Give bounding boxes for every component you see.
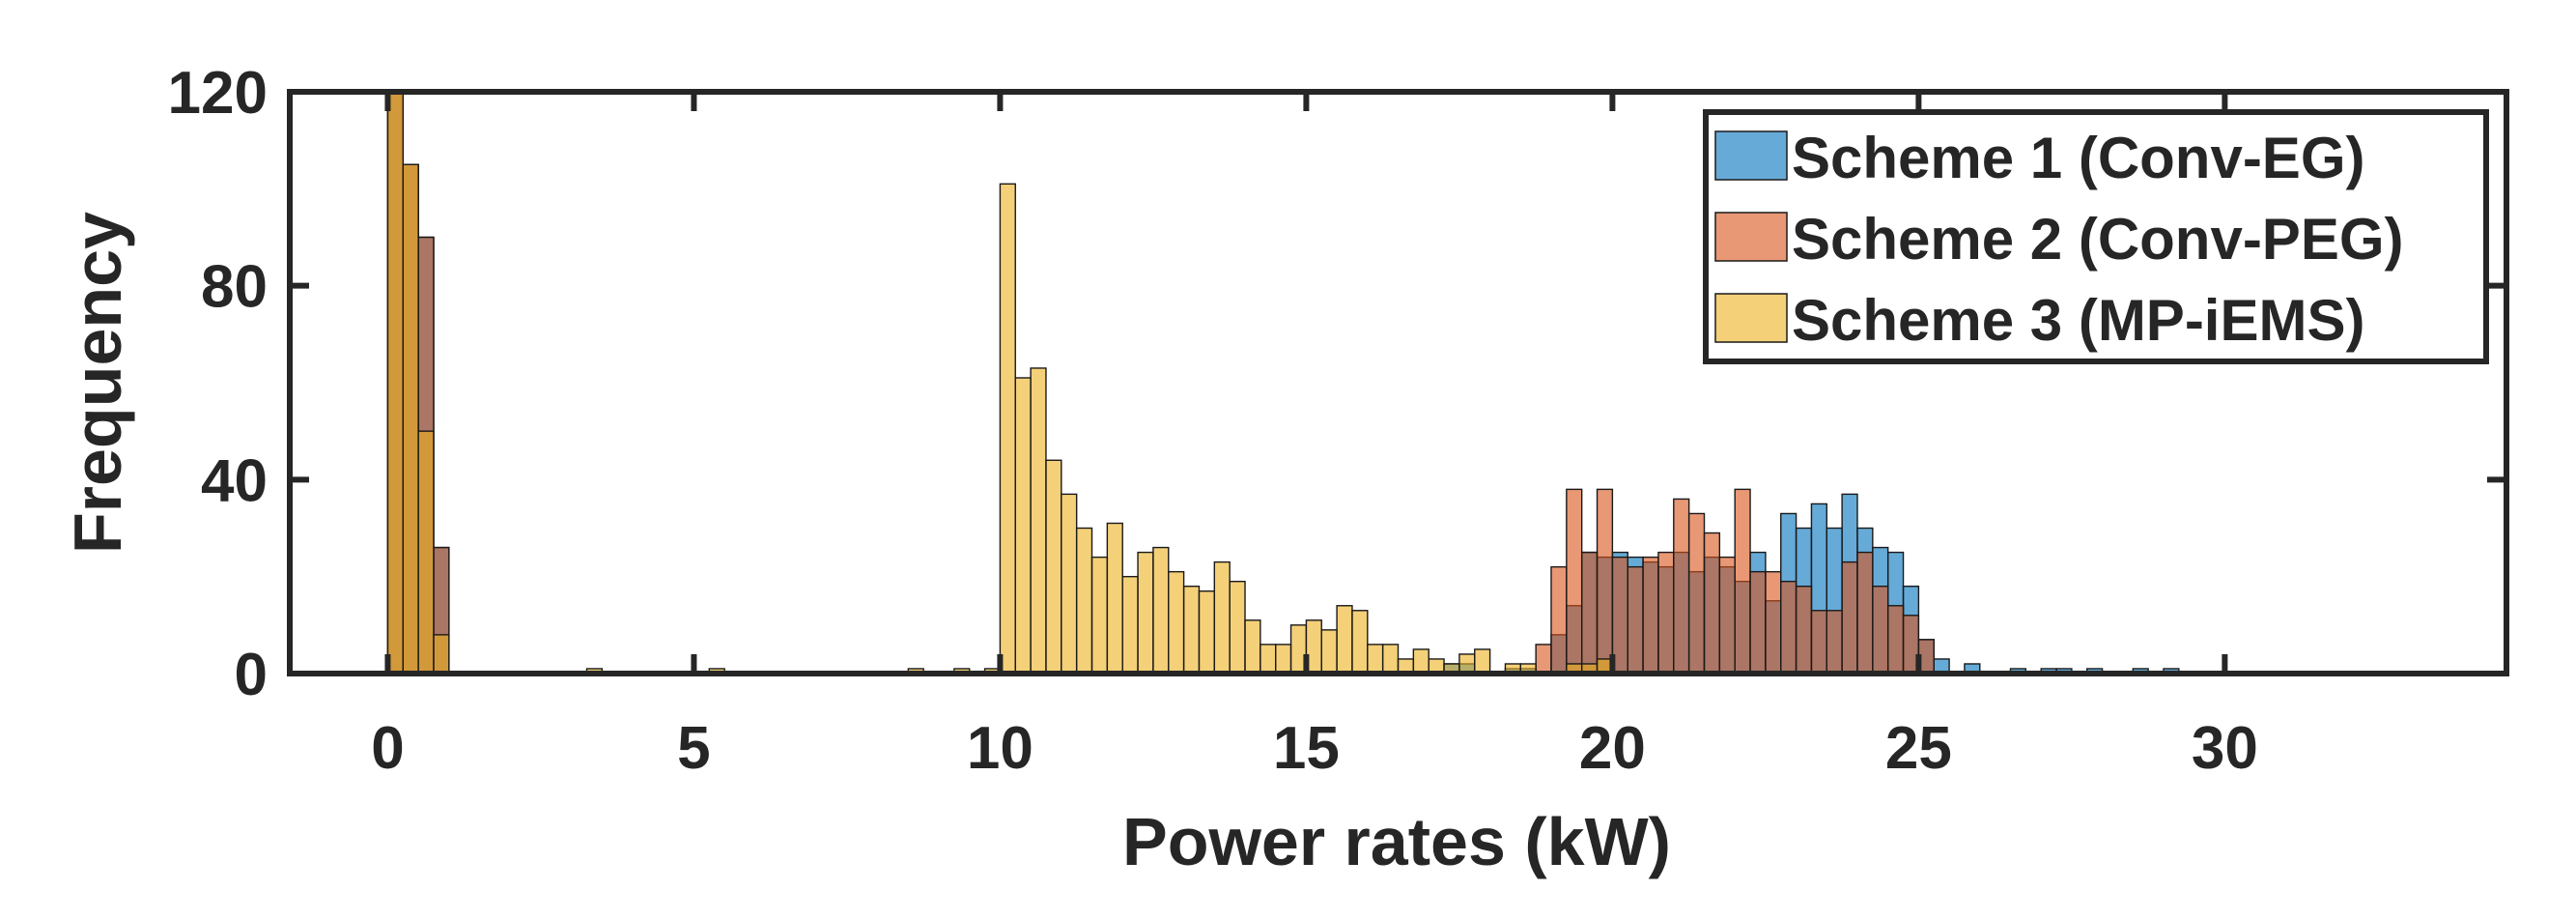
legend-swatch-scheme-1 xyxy=(1714,130,1788,181)
series-3-bar xyxy=(1106,522,1123,675)
series-3-bar xyxy=(1381,644,1400,675)
series-2-bar xyxy=(1749,570,1767,675)
x-tick-label: 5 xyxy=(677,715,710,782)
series-3-bar xyxy=(402,163,419,675)
series-3-bar xyxy=(1137,551,1154,675)
x-axis-label: Power rates (kW) xyxy=(1122,804,1671,879)
x-tick-label: 25 xyxy=(1885,715,1952,782)
series-2-bar xyxy=(1596,488,1614,675)
series-3-bar xyxy=(1198,590,1216,675)
series-3-bar xyxy=(1045,459,1062,675)
series-3-bars xyxy=(386,91,1614,675)
series-3-bar xyxy=(417,430,435,675)
series-3-bar xyxy=(1336,605,1353,675)
series-3-bar xyxy=(999,183,1016,675)
series-2-bar xyxy=(1826,610,1843,675)
series-2-bar xyxy=(1718,556,1736,675)
series-3-bar xyxy=(1229,580,1246,675)
x-tick-label: 30 xyxy=(2192,715,2258,782)
series-2-bar xyxy=(1841,560,1858,675)
series-3-bar xyxy=(1320,629,1338,675)
series-2-bar xyxy=(1566,488,1583,675)
series-3-bar xyxy=(1474,648,1491,675)
series-2-bar xyxy=(1687,512,1706,675)
series-3-bar xyxy=(386,91,404,675)
series-2-bar xyxy=(1795,586,1813,675)
series-2-bar xyxy=(1734,488,1751,675)
series-3-bar xyxy=(1014,377,1032,675)
series-3-bar xyxy=(1458,653,1476,675)
legend-label-scheme-1: Scheme 1 (Conv-EG) xyxy=(1792,126,2364,190)
series-3-bar xyxy=(433,634,450,675)
y-tick-label: 120 xyxy=(168,60,268,127)
y-tick-label: 0 xyxy=(235,642,268,708)
legend-swatch-scheme-2 xyxy=(1714,212,1788,262)
y-axis-label: Frequency xyxy=(60,212,135,554)
series-2-bar xyxy=(1886,605,1905,675)
x-tick-label: 10 xyxy=(967,715,1033,782)
series-2-bar xyxy=(1856,551,1874,675)
series-3-bar xyxy=(1244,619,1261,675)
series-3-bar xyxy=(1121,575,1139,675)
x-tick-label: 20 xyxy=(1579,715,1646,782)
series-3-bar xyxy=(1260,644,1277,675)
series-3-bar xyxy=(1090,556,1109,675)
series-2-bar xyxy=(1673,498,1690,675)
legend-swatch-scheme-3 xyxy=(1714,293,1788,343)
series-3-bar xyxy=(1367,644,1384,675)
series-2-bar xyxy=(1642,556,1659,675)
series-2-bar xyxy=(1810,610,1827,675)
series-2-bar xyxy=(1627,565,1644,675)
x-tick-label: 0 xyxy=(371,715,404,782)
series-3-bar xyxy=(1075,527,1093,675)
series-3-bar xyxy=(1168,570,1185,675)
series-3-bar xyxy=(1213,560,1231,675)
series-2-bar xyxy=(1580,551,1599,675)
series-2-bar xyxy=(1780,580,1798,675)
series-3-bar xyxy=(1351,610,1369,675)
series-3-bar xyxy=(1274,644,1292,675)
series-2-bar xyxy=(1535,644,1552,675)
legend-label-scheme-3: Scheme 3 (MP-iEMS) xyxy=(1792,288,2364,353)
x-tick-label: 15 xyxy=(1273,715,1340,782)
plot-area-frame xyxy=(287,89,2509,676)
legend: Scheme 1 (Conv-EG) Scheme 2 (Conv-PEG) S… xyxy=(1703,109,2489,364)
series-3-bar xyxy=(1061,493,1078,675)
y-tick-label: 40 xyxy=(201,447,268,514)
legend-label-scheme-2: Scheme 2 (Conv-PEG) xyxy=(1792,207,2404,272)
series-2-bar xyxy=(1872,586,1889,675)
series-3-bar xyxy=(1152,546,1170,675)
series-3-bar xyxy=(1412,648,1430,675)
tick-labels: 0 5 10 15 20 25 30 0 40 80 120 xyxy=(168,60,2258,782)
series-3-bar xyxy=(1182,586,1201,675)
series-2-bar xyxy=(1657,551,1675,675)
series-3-bar xyxy=(1030,367,1047,675)
series-2-bar xyxy=(1550,565,1568,675)
histogram-bars xyxy=(386,91,2180,675)
legend-box xyxy=(1703,109,2489,364)
y-tick-label: 80 xyxy=(201,254,268,321)
series-2-bar xyxy=(1765,570,1782,675)
series-2-bar xyxy=(1703,531,1721,675)
